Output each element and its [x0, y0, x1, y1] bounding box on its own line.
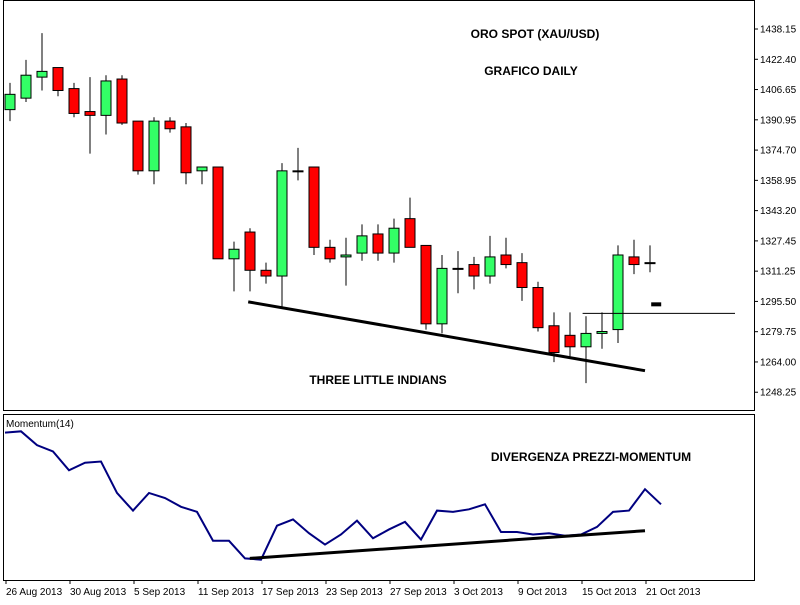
candle-bearish	[260, 269, 272, 277]
price-tick-label: 1358.95	[760, 176, 797, 187]
candle-bullish	[596, 330, 608, 334]
candle-bullish	[612, 254, 624, 331]
price-tick-label: 1279.75	[760, 327, 797, 338]
price-tick-label: 1248.25	[760, 388, 797, 399]
price-overlays	[247, 300, 735, 373]
candle-bearish	[324, 246, 336, 260]
candle-bullish	[148, 120, 160, 172]
momentum-layer	[4, 430, 662, 561]
date-axis: 26 Aug 2013 30 Aug 2013 5 Sep 2013 11 Sep 2…	[5, 580, 701, 598]
price-tick-label: 1374.70	[760, 146, 797, 157]
date-tick-label: 23 Sep 2013	[326, 587, 383, 598]
candle-bearish	[212, 166, 224, 260]
price-tick-label: 1327.45	[760, 236, 797, 247]
candle-bearish	[372, 233, 384, 254]
candle-bearish	[500, 254, 512, 266]
date-tick-label: 11 Sep 2013	[198, 587, 254, 598]
price-tick-label: 1422.40	[760, 55, 797, 66]
candle-bullish	[276, 170, 288, 277]
date-tick-label: 26 Aug 2013	[6, 587, 63, 598]
date-tick-label: 5 Sep 2013	[134, 587, 186, 598]
price-tick-label: 1406.65	[760, 85, 797, 96]
candle-bearish	[180, 126, 192, 174]
candle-bullish	[100, 80, 112, 116]
candle-bullish	[452, 267, 464, 270]
candle-bearish	[68, 88, 80, 114]
candle-bearish	[308, 166, 320, 248]
chart-title: ORO SPOT (XAU/USD)	[471, 27, 600, 41]
price-tick-label: 1264.00	[760, 357, 797, 368]
price-tick-label: 1343.20	[760, 206, 797, 217]
price-tick-label: 1390.95	[760, 115, 797, 126]
current-price-marker	[651, 302, 662, 307]
candle-bullish	[388, 227, 400, 254]
candle-bullish	[292, 170, 304, 173]
price-tick-label: 1438.15	[760, 25, 797, 36]
candle-bearish	[548, 325, 560, 354]
candle-bullish	[580, 332, 592, 348]
candle-bullish	[356, 235, 368, 254]
pattern-annotation: THREE LITTLE INDIANS	[309, 373, 446, 387]
candle-bearish	[404, 218, 416, 248]
candle-bearish	[564, 334, 576, 348]
candle-bullish	[484, 256, 496, 277]
momentum-trendline	[249, 529, 646, 560]
divergence-annotation: DIVERGENZA PREZZI-MOMENTUM	[491, 450, 691, 464]
date-tick-label: 9 Oct 2013	[518, 587, 567, 598]
candle-bullish	[340, 254, 352, 258]
candle-bearish	[468, 264, 480, 277]
price-panel-frame	[3, 0, 755, 411]
date-tick-label: 30 Aug 2013	[70, 587, 127, 598]
candle-bullish	[228, 248, 240, 260]
chart-subtitle: GRAFICO DAILY	[484, 64, 578, 78]
momentum-panel-frame	[3, 414, 755, 581]
momentum-indicator-label: Momentum(14)	[6, 419, 74, 430]
date-tick-label: 15 Oct 2013	[582, 587, 637, 598]
candle-bearish	[84, 111, 96, 116]
candle-bearish	[116, 78, 128, 124]
candle-bearish	[244, 231, 256, 271]
candle-bearish	[516, 262, 528, 289]
date-tick-label: 21 Oct 2013	[646, 587, 701, 598]
price-tick-label: 1311.25	[760, 267, 796, 278]
candle-bullish	[36, 70, 48, 78]
price-axis-ticks: 1438.15 1422.40 1406.65 1390.95 1374.70 1358.…	[754, 25, 797, 399]
candle-bearish	[532, 287, 544, 329]
price-tick-label: 1295.50	[760, 297, 797, 308]
candle-bullish	[196, 166, 208, 172]
candle-bullish	[20, 74, 32, 99]
support-trendline	[247, 300, 646, 373]
candles-layer	[4, 33, 656, 384]
candle-bearish	[132, 120, 144, 172]
date-tick-label: 27 Sep 2013	[390, 587, 447, 598]
candle-bearish	[164, 120, 176, 130]
candle-bullish	[436, 267, 448, 325]
candle-bearish	[52, 67, 64, 92]
candle-bearish	[420, 244, 432, 325]
candle-bullish	[644, 262, 656, 265]
date-tick-label: 17 Sep 2013	[262, 587, 319, 598]
momentum-line	[4, 430, 662, 561]
candle-bearish	[628, 256, 640, 266]
date-tick-label: 3 Oct 2013	[454, 587, 503, 598]
candle-bullish	[4, 93, 16, 111]
